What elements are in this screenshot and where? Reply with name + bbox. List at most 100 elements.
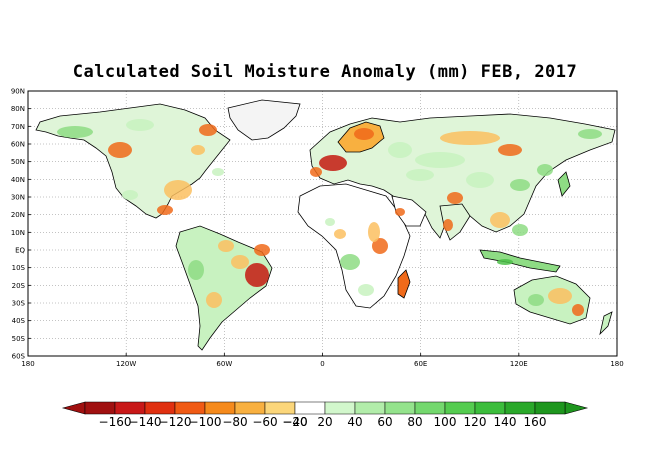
anomaly-patch — [310, 167, 322, 177]
latitude-tick-labels: 90N 80N 70N 60N 50N 40N 30N 20N 10N EQ 10S 20S 30S 40… — [11, 88, 31, 361]
anomaly-patch — [537, 164, 553, 176]
anomaly-patch — [319, 155, 347, 171]
colorbar-swatch — [354, 401, 386, 415]
anomaly-patch — [368, 222, 380, 242]
lat-tick-label: 20S — [12, 282, 26, 290]
new-zealand-landmass — [599, 311, 613, 336]
anomaly-patch — [497, 259, 513, 265]
anomaly-patch — [206, 292, 222, 308]
colorbar-swatch — [504, 401, 536, 415]
anomaly-patch — [578, 129, 602, 139]
colorbar-swatch — [204, 401, 236, 415]
lat-tick-label: EQ — [15, 247, 25, 255]
colorbar-label: −120 — [159, 415, 192, 429]
colorbar-swatch — [294, 401, 326, 415]
anomaly-patch — [440, 131, 500, 145]
lon-tick-label: 120E — [510, 360, 528, 368]
anomaly-patch — [199, 124, 217, 136]
lat-tick-label: 40N — [11, 176, 25, 184]
lon-tick-label: 180 — [610, 360, 623, 368]
colorbar: −160−140−120−100 −80 −60 −40−20 20 40 60 80 100 1… — [61, 401, 589, 429]
anomaly-patch — [254, 244, 270, 256]
anomaly-patch — [245, 263, 269, 287]
anomaly-patch — [212, 168, 224, 176]
anomaly-patch — [510, 179, 530, 191]
anomaly-patch — [325, 218, 335, 226]
anomaly-patch — [406, 169, 434, 181]
colorbar-label: 80 — [407, 415, 422, 429]
lat-tick-label: 50N — [11, 158, 25, 166]
anomaly-patch — [528, 294, 544, 306]
lat-tick-label: 70N — [11, 123, 25, 131]
anomaly-patch — [334, 229, 346, 239]
greenland-landmass — [227, 99, 301, 141]
anomaly-patch — [415, 152, 465, 168]
colorbar-swatch — [144, 401, 176, 415]
lon-tick-label: 60E — [414, 360, 427, 368]
africa-landmass — [297, 183, 411, 309]
colorbar-swatch — [174, 401, 206, 415]
colorbar-swatch — [384, 401, 416, 415]
colorbar-label: −40 — [282, 415, 307, 429]
lat-tick-label: 60S — [12, 353, 26, 361]
colorbar-swatch — [234, 401, 266, 415]
longitude-tick-labels: 180 120W 60W 0 60E 120E 180 — [21, 353, 624, 368]
lon-tick-label: 120W — [116, 360, 136, 368]
colorbar-label: −160 — [99, 415, 132, 429]
colorbar-label: 20 — [317, 415, 332, 429]
colorbar-label: −20 — [282, 415, 307, 429]
anomaly-patch — [388, 142, 412, 158]
colorbar-swatch — [324, 401, 356, 415]
anomaly-patch — [372, 238, 388, 254]
madagascar-landmass — [397, 269, 411, 299]
anomaly-patch — [395, 208, 405, 216]
lat-tick-label: 60N — [11, 141, 25, 149]
anomaly-patch — [157, 205, 173, 215]
anomaly-patch — [188, 260, 204, 280]
colorbar-label: −60 — [252, 415, 277, 429]
lat-tick-label: 30N — [11, 194, 25, 202]
colorbar-swatch — [534, 401, 566, 415]
lat-tick-label: 90N — [11, 88, 25, 96]
anomaly-blobs — [57, 119, 602, 316]
anomaly-patch — [447, 192, 463, 204]
anomaly-patch — [498, 144, 522, 156]
anomaly-patch — [340, 254, 360, 270]
lon-tick-label: 0 — [320, 360, 324, 368]
colorbar-swatch — [114, 401, 146, 415]
colorbar-arrow-low — [61, 401, 86, 415]
anomaly-patch — [548, 288, 572, 304]
anomaly-patch — [443, 219, 453, 231]
anomaly-patch — [218, 240, 234, 252]
lon-tick-label: 60W — [216, 360, 232, 368]
eurasia-landmass — [309, 113, 616, 239]
colorbar-label: −140 — [129, 415, 162, 429]
anomaly-patch — [57, 126, 93, 138]
anomaly-patch — [191, 145, 205, 155]
colorbar-swatch — [414, 401, 446, 415]
anomaly-patch — [164, 180, 192, 200]
anomaly-patch — [358, 284, 374, 296]
anomaly-patch — [354, 128, 374, 140]
colorbar-label: 40 — [347, 415, 362, 429]
lat-tick-label: 80N — [11, 105, 25, 113]
colorbar-label: −100 — [189, 415, 222, 429]
lat-tick-label: 50S — [12, 335, 26, 343]
colorbar-label: 140 — [494, 415, 517, 429]
lat-tick-label: 10N — [11, 229, 25, 237]
colorbar-swatch — [474, 401, 506, 415]
map-title: Calculated Soil Moisture Anomaly (mm) FE… — [72, 62, 578, 82]
anomaly-patch — [126, 119, 154, 131]
colorbar-swatch — [264, 401, 296, 415]
colorbar-label: −80 — [222, 415, 247, 429]
colorbar-swatch — [84, 401, 116, 415]
colorbar-label: 160 — [524, 415, 547, 429]
anomaly-patch — [466, 172, 494, 188]
colorbar-arrow-high — [564, 401, 589, 415]
anomaly-patch — [108, 142, 132, 158]
colorbar-label: 120 — [464, 415, 487, 429]
anomaly-patch — [122, 190, 138, 200]
anomaly-patch — [231, 255, 249, 269]
colorbar-label: 100 — [434, 415, 457, 429]
lat-tick-label: 40S — [12, 317, 26, 325]
